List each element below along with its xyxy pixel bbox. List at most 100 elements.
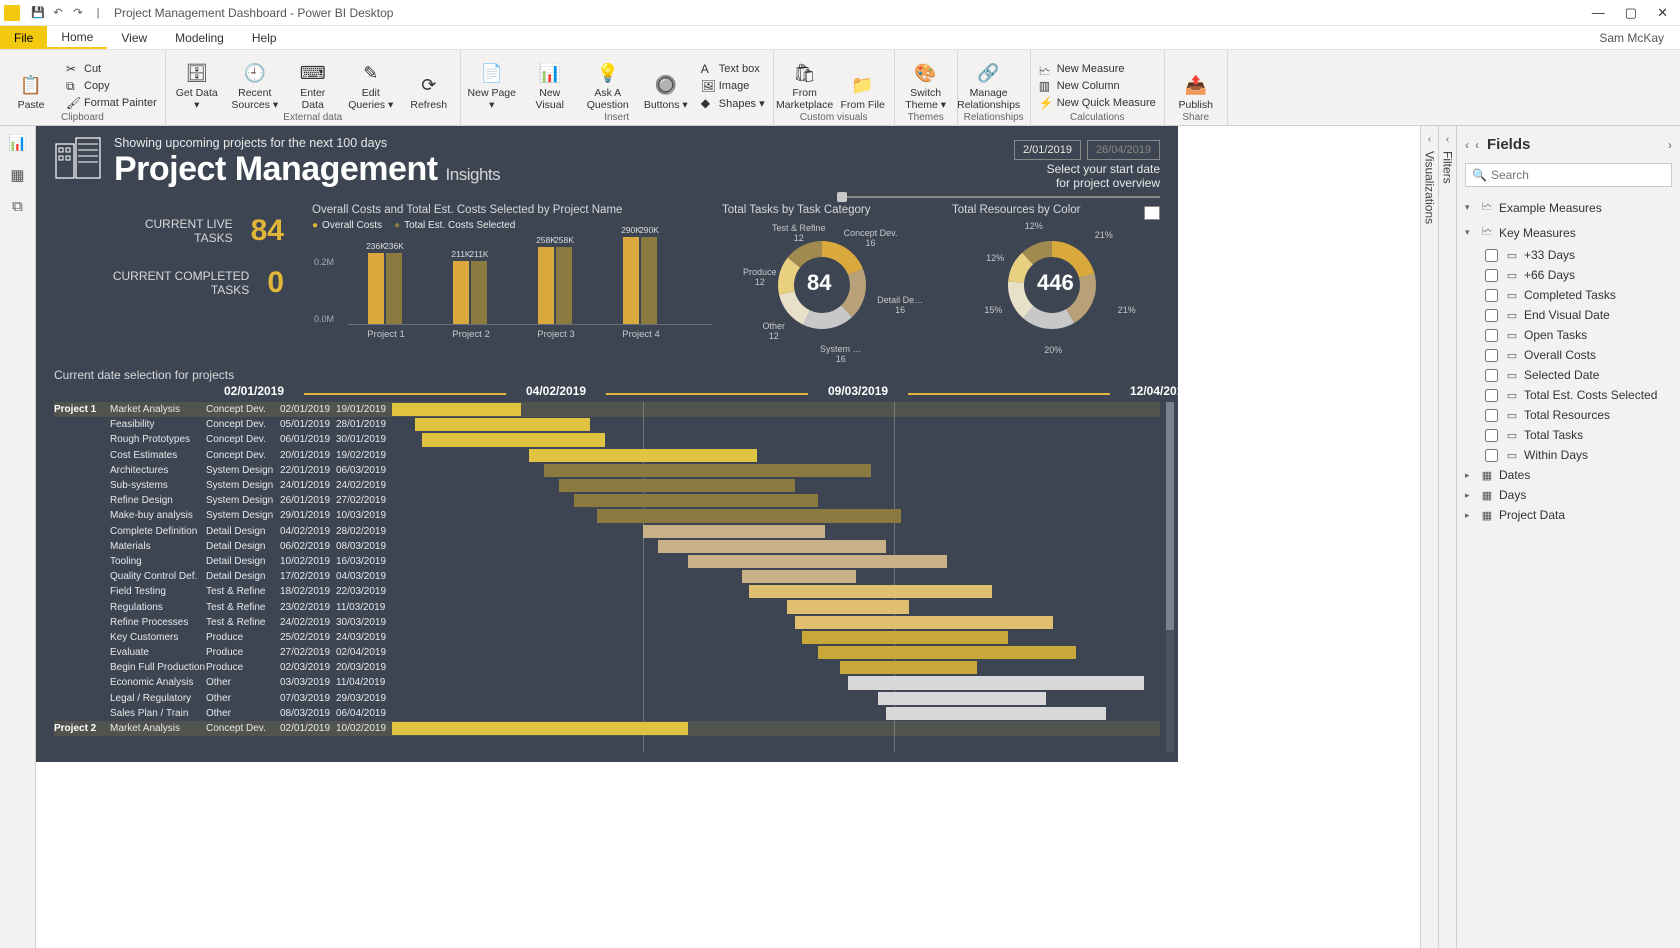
field-checkbox[interactable] bbox=[1485, 329, 1498, 342]
date-end-input[interactable]: 26/04/2019 bbox=[1087, 140, 1160, 160]
gantt-row[interactable]: Legal / RegulatoryOther07/03/201929/03/2… bbox=[54, 691, 1160, 706]
cost-bar-chart[interactable]: Overall Costs and Total Est. Costs Selec… bbox=[312, 204, 712, 354]
close-icon[interactable]: ✕ bbox=[1657, 5, 1668, 21]
gantt-row[interactable]: Refine ProcessesTest & Refine24/02/20193… bbox=[54, 615, 1160, 630]
report-canvas[interactable]: Showing upcoming projects for the next 1… bbox=[36, 126, 1420, 948]
model-view-icon[interactable]: ⧉ bbox=[12, 198, 23, 215]
paste-button[interactable]: 📋Paste bbox=[6, 73, 56, 111]
save-icon[interactable]: 💾 bbox=[30, 5, 46, 21]
resources-donut-chart[interactable]: Total Resources by Color 446 21%21%20%15… bbox=[952, 204, 1152, 350]
manage-relationships-button[interactable]: 🔗Manage Relationships bbox=[964, 61, 1014, 111]
report-view-icon[interactable]: 📊 bbox=[8, 134, 27, 152]
new-visual-button[interactable]: 📊New Visual bbox=[525, 61, 575, 111]
from-marketplace-button[interactable]: 🛍From Marketplace bbox=[780, 61, 830, 111]
gantt-row[interactable]: Refine DesignSystem Design26/01/201927/0… bbox=[54, 493, 1160, 508]
text-box-button[interactable]: AText box bbox=[699, 61, 767, 77]
maximize-icon[interactable]: ▢ bbox=[1625, 5, 1637, 21]
new-page-button[interactable]: 📄New Page ▾ bbox=[467, 61, 517, 111]
field-node[interactable]: ▭Overall Costs bbox=[1465, 345, 1672, 365]
gantt-row[interactable]: Field TestingTest & Refine18/02/201922/0… bbox=[54, 584, 1160, 599]
gantt-row[interactable]: ToolingDetail Design10/02/201916/03/2019 bbox=[54, 554, 1160, 569]
table-node[interactable]: ▸▦Project Data bbox=[1465, 505, 1672, 525]
ask-question-button[interactable]: 💡Ask A Question bbox=[583, 61, 633, 111]
field-checkbox[interactable] bbox=[1485, 309, 1498, 322]
refresh-button[interactable]: ⟳Refresh bbox=[404, 73, 454, 111]
field-checkbox[interactable] bbox=[1485, 289, 1498, 302]
user-label[interactable]: Sam McKay bbox=[1599, 31, 1680, 45]
new-quick-measure-button[interactable]: ⚡New Quick Measure bbox=[1037, 95, 1158, 111]
gantt-row[interactable]: Sub-systemsSystem Design24/01/201924/02/… bbox=[54, 478, 1160, 493]
buttons-button[interactable]: 🔘Buttons ▾ bbox=[641, 73, 691, 111]
minimize-icon[interactable]: — bbox=[1592, 5, 1605, 21]
gantt-row[interactable]: Project 1Market AnalysisConcept Dev.02/0… bbox=[54, 402, 1160, 417]
gantt-row[interactable]: ArchitecturesSystem Design22/01/201906/0… bbox=[54, 463, 1160, 478]
field-node[interactable]: ▭Total Est. Costs Selected bbox=[1465, 385, 1672, 405]
back-icon[interactable]: ‹ bbox=[1475, 138, 1479, 152]
filters-pane-collapsed[interactable]: ‹ Filters bbox=[1438, 126, 1456, 948]
field-node[interactable]: ▭Within Days bbox=[1465, 445, 1672, 465]
field-checkbox[interactable] bbox=[1485, 269, 1498, 282]
gantt-row[interactable]: Cost EstimatesConcept Dev.20/01/201919/0… bbox=[54, 448, 1160, 463]
field-node[interactable]: ▭+33 Days bbox=[1465, 245, 1672, 265]
switch-theme-button[interactable]: 🎨Switch Theme ▾ bbox=[901, 61, 951, 111]
format-painter-button[interactable]: 🖌Format Painter bbox=[64, 95, 159, 111]
gantt-row[interactable]: Rough PrototypesConcept Dev.06/01/201930… bbox=[54, 432, 1160, 447]
tasks-donut-chart[interactable]: Total Tasks by Task Category 84 Concept … bbox=[722, 204, 922, 350]
gantt-row[interactable]: Complete DefinitionDetail Design04/02/20… bbox=[54, 524, 1160, 539]
tab-home[interactable]: Home bbox=[47, 26, 107, 49]
gantt-row[interactable]: Sales Plan / TrainOther08/03/201906/04/2… bbox=[54, 706, 1160, 721]
field-checkbox[interactable] bbox=[1485, 389, 1498, 402]
gantt-row[interactable]: Begin Full ProductionProduce02/03/201920… bbox=[54, 660, 1160, 675]
field-checkbox[interactable] bbox=[1485, 409, 1498, 422]
forward-icon[interactable]: › bbox=[1668, 138, 1672, 152]
copy-button[interactable]: ⧉Copy bbox=[64, 78, 159, 94]
shapes-button[interactable]: ◆Shapes ▾ bbox=[699, 95, 767, 111]
tab-help[interactable]: Help bbox=[238, 26, 291, 49]
field-node[interactable]: ▭Open Tasks bbox=[1465, 325, 1672, 345]
gantt-row[interactable]: Economic AnalysisOther03/03/201911/04/20… bbox=[54, 675, 1160, 690]
gantt-row[interactable]: RegulationsTest & Refine23/02/201911/03/… bbox=[54, 599, 1160, 614]
table-node[interactable]: ▸▦Days bbox=[1465, 485, 1672, 505]
tab-modeling[interactable]: Modeling bbox=[161, 26, 238, 49]
table-node[interactable]: ▾🗠Example Measures bbox=[1465, 195, 1672, 220]
gantt-row[interactable]: MaterialsDetail Design06/02/201908/03/20… bbox=[54, 539, 1160, 554]
cut-button[interactable]: ✂Cut bbox=[64, 61, 159, 77]
field-checkbox[interactable] bbox=[1485, 249, 1498, 262]
field-node[interactable]: ▭Total Tasks bbox=[1465, 425, 1672, 445]
search-input[interactable] bbox=[1491, 168, 1665, 182]
gantt-row[interactable]: FeasibilityConcept Dev.05/01/201928/01/2… bbox=[54, 417, 1160, 432]
publish-button[interactable]: 📤Publish bbox=[1171, 73, 1221, 111]
edit-queries-button[interactable]: ✎Edit Queries ▾ bbox=[346, 61, 396, 111]
new-measure-button[interactable]: 🗠New Measure bbox=[1037, 61, 1158, 77]
gantt-scrollbar[interactable] bbox=[1166, 402, 1174, 752]
data-view-icon[interactable]: ▦ bbox=[10, 166, 24, 184]
new-column-button[interactable]: ▥New Column bbox=[1037, 78, 1158, 94]
gantt-row[interactable]: EvaluateProduce27/02/201902/04/2019 bbox=[54, 645, 1160, 660]
from-file-button[interactable]: 📁From File bbox=[838, 73, 888, 111]
gantt-row[interactable]: Make-buy analysisSystem Design29/01/2019… bbox=[54, 508, 1160, 523]
image-button[interactable]: 🖼Image bbox=[699, 78, 767, 94]
recent-sources-button[interactable]: 🕘Recent Sources ▾ bbox=[230, 61, 280, 111]
field-node[interactable]: ▭End Visual Date bbox=[1465, 305, 1672, 325]
field-node[interactable]: ▭+66 Days bbox=[1465, 265, 1672, 285]
redo-icon[interactable]: ↷ bbox=[70, 5, 86, 21]
field-node[interactable]: ▭Total Resources bbox=[1465, 405, 1672, 425]
field-checkbox[interactable] bbox=[1485, 369, 1498, 382]
table-node[interactable]: ▾🗠Key Measures bbox=[1465, 220, 1672, 245]
fields-search[interactable]: 🔍 bbox=[1465, 163, 1672, 187]
visualizations-pane-collapsed[interactable]: ‹ Visualizations bbox=[1420, 126, 1438, 948]
field-checkbox[interactable] bbox=[1485, 449, 1498, 462]
gantt-row[interactable]: Quality Control Def.Detail Design17/02/2… bbox=[54, 569, 1160, 584]
get-data-button[interactable]: 🗄Get Data ▾ bbox=[172, 61, 222, 111]
date-start-input[interactable]: 2/01/2019 bbox=[1014, 140, 1081, 160]
field-checkbox[interactable] bbox=[1485, 429, 1498, 442]
gantt-row[interactable]: Project 2Market AnalysisConcept Dev.02/0… bbox=[54, 721, 1160, 736]
table-node[interactable]: ▸▦Dates bbox=[1465, 465, 1672, 485]
date-slider[interactable] bbox=[842, 196, 1160, 198]
gantt-row[interactable]: Key CustomersProduce25/02/201924/03/2019 bbox=[54, 630, 1160, 645]
enter-data-button[interactable]: ⌨Enter Data bbox=[288, 61, 338, 111]
field-checkbox[interactable] bbox=[1485, 349, 1498, 362]
undo-icon[interactable]: ↶ bbox=[50, 5, 66, 21]
gantt-chart[interactable]: Project 1Market AnalysisConcept Dev.02/0… bbox=[54, 402, 1160, 752]
back-icon[interactable]: ‹ bbox=[1465, 138, 1469, 152]
